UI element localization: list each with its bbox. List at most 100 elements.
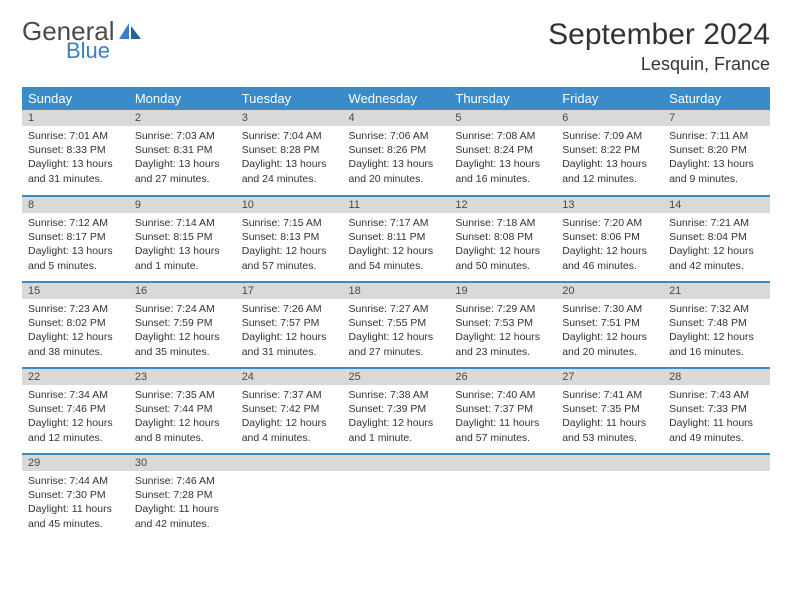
sunrise-line: Sunrise: 7:37 AM — [242, 388, 337, 402]
sunrise-line: Sunrise: 7:40 AM — [455, 388, 550, 402]
day-number: 17 — [236, 283, 343, 299]
calendar-day-cell: 18Sunrise: 7:27 AMSunset: 7:55 PMDayligh… — [343, 282, 450, 368]
sunrise-line: Sunrise: 7:09 AM — [562, 129, 657, 143]
day-details: Sunrise: 7:21 AMSunset: 8:04 PMDaylight:… — [663, 213, 770, 277]
empty-day-bar — [343, 455, 450, 471]
calendar-day-cell: 2Sunrise: 7:03 AMSunset: 8:31 PMDaylight… — [129, 110, 236, 196]
sunset-line: Sunset: 8:08 PM — [455, 230, 550, 244]
day-number: 25 — [343, 369, 450, 385]
daylight-line: Daylight: 12 hours and 46 minutes. — [562, 244, 657, 272]
sunrise-line: Sunrise: 7:04 AM — [242, 129, 337, 143]
sunrise-line: Sunrise: 7:30 AM — [562, 302, 657, 316]
sunrise-line: Sunrise: 7:29 AM — [455, 302, 550, 316]
day-details: Sunrise: 7:30 AMSunset: 7:51 PMDaylight:… — [556, 299, 663, 363]
daylight-line: Daylight: 12 hours and 54 minutes. — [349, 244, 444, 272]
calendar-day-cell — [663, 454, 770, 540]
empty-day-body — [663, 471, 770, 529]
day-details: Sunrise: 7:09 AMSunset: 8:22 PMDaylight:… — [556, 126, 663, 190]
calendar-day-cell — [556, 454, 663, 540]
day-details: Sunrise: 7:01 AMSunset: 8:33 PMDaylight:… — [22, 126, 129, 190]
calendar-week-row: 15Sunrise: 7:23 AMSunset: 8:02 PMDayligh… — [22, 282, 770, 368]
day-details: Sunrise: 7:29 AMSunset: 7:53 PMDaylight:… — [449, 299, 556, 363]
sunrise-line: Sunrise: 7:26 AM — [242, 302, 337, 316]
day-details: Sunrise: 7:38 AMSunset: 7:39 PMDaylight:… — [343, 385, 450, 449]
sunrise-line: Sunrise: 7:20 AM — [562, 216, 657, 230]
calendar-day-cell — [236, 454, 343, 540]
daylight-line: Daylight: 11 hours and 42 minutes. — [135, 502, 230, 530]
calendar-day-cell: 14Sunrise: 7:21 AMSunset: 8:04 PMDayligh… — [663, 196, 770, 282]
daylight-line: Daylight: 11 hours and 53 minutes. — [562, 416, 657, 444]
day-number: 4 — [343, 110, 450, 126]
calendar-day-cell: 24Sunrise: 7:37 AMSunset: 7:42 PMDayligh… — [236, 368, 343, 454]
sunset-line: Sunset: 8:33 PM — [28, 143, 123, 157]
sunset-line: Sunset: 8:24 PM — [455, 143, 550, 157]
calendar-day-cell: 17Sunrise: 7:26 AMSunset: 7:57 PMDayligh… — [236, 282, 343, 368]
day-number: 26 — [449, 369, 556, 385]
day-number: 5 — [449, 110, 556, 126]
day-details: Sunrise: 7:08 AMSunset: 8:24 PMDaylight:… — [449, 126, 556, 190]
day-number: 8 — [22, 197, 129, 213]
calendar-day-cell: 20Sunrise: 7:30 AMSunset: 7:51 PMDayligh… — [556, 282, 663, 368]
calendar-day-cell: 29Sunrise: 7:44 AMSunset: 7:30 PMDayligh… — [22, 454, 129, 540]
day-details: Sunrise: 7:35 AMSunset: 7:44 PMDaylight:… — [129, 385, 236, 449]
brand-logo: General Blue — [22, 18, 141, 62]
day-number: 19 — [449, 283, 556, 299]
location-label: Lesquin, France — [548, 54, 770, 75]
weekday-header: Thursday — [449, 87, 556, 110]
day-number: 10 — [236, 197, 343, 213]
calendar-day-cell: 25Sunrise: 7:38 AMSunset: 7:39 PMDayligh… — [343, 368, 450, 454]
calendar-week-row: 22Sunrise: 7:34 AMSunset: 7:46 PMDayligh… — [22, 368, 770, 454]
sunrise-line: Sunrise: 7:18 AM — [455, 216, 550, 230]
weekday-header: Wednesday — [343, 87, 450, 110]
sunset-line: Sunset: 8:02 PM — [28, 316, 123, 330]
daylight-line: Daylight: 12 hours and 8 minutes. — [135, 416, 230, 444]
day-number: 16 — [129, 283, 236, 299]
sunset-line: Sunset: 8:17 PM — [28, 230, 123, 244]
brand-word-2: Blue — [66, 40, 141, 62]
sunrise-line: Sunrise: 7:34 AM — [28, 388, 123, 402]
day-details: Sunrise: 7:43 AMSunset: 7:33 PMDaylight:… — [663, 385, 770, 449]
daylight-line: Daylight: 12 hours and 35 minutes. — [135, 330, 230, 358]
calendar-day-cell: 12Sunrise: 7:18 AMSunset: 8:08 PMDayligh… — [449, 196, 556, 282]
day-number: 14 — [663, 197, 770, 213]
day-number: 13 — [556, 197, 663, 213]
day-number: 7 — [663, 110, 770, 126]
day-details: Sunrise: 7:26 AMSunset: 7:57 PMDaylight:… — [236, 299, 343, 363]
sunset-line: Sunset: 7:42 PM — [242, 402, 337, 416]
sunset-line: Sunset: 7:35 PM — [562, 402, 657, 416]
empty-day-bar — [663, 455, 770, 471]
calendar-day-cell: 1Sunrise: 7:01 AMSunset: 8:33 PMDaylight… — [22, 110, 129, 196]
day-details: Sunrise: 7:23 AMSunset: 8:02 PMDaylight:… — [22, 299, 129, 363]
daylight-line: Daylight: 12 hours and 12 minutes. — [28, 416, 123, 444]
calendar-day-cell: 16Sunrise: 7:24 AMSunset: 7:59 PMDayligh… — [129, 282, 236, 368]
empty-day-bar — [449, 455, 556, 471]
calendar-day-cell: 6Sunrise: 7:09 AMSunset: 8:22 PMDaylight… — [556, 110, 663, 196]
day-number: 3 — [236, 110, 343, 126]
day-number: 15 — [22, 283, 129, 299]
calendar-day-cell: 15Sunrise: 7:23 AMSunset: 8:02 PMDayligh… — [22, 282, 129, 368]
sunset-line: Sunset: 8:15 PM — [135, 230, 230, 244]
calendar-day-cell: 4Sunrise: 7:06 AMSunset: 8:26 PMDaylight… — [343, 110, 450, 196]
calendar-day-cell: 9Sunrise: 7:14 AMSunset: 8:15 PMDaylight… — [129, 196, 236, 282]
sunset-line: Sunset: 7:46 PM — [28, 402, 123, 416]
sunrise-line: Sunrise: 7:38 AM — [349, 388, 444, 402]
sunset-line: Sunset: 8:11 PM — [349, 230, 444, 244]
day-number: 20 — [556, 283, 663, 299]
daylight-line: Daylight: 13 hours and 1 minute. — [135, 244, 230, 272]
day-number: 28 — [663, 369, 770, 385]
daylight-line: Daylight: 12 hours and 4 minutes. — [242, 416, 337, 444]
daylight-line: Daylight: 13 hours and 9 minutes. — [669, 157, 764, 185]
sunset-line: Sunset: 8:13 PM — [242, 230, 337, 244]
day-details: Sunrise: 7:03 AMSunset: 8:31 PMDaylight:… — [129, 126, 236, 190]
calendar-week-row: 8Sunrise: 7:12 AMSunset: 8:17 PMDaylight… — [22, 196, 770, 282]
day-number: 22 — [22, 369, 129, 385]
sunset-line: Sunset: 7:59 PM — [135, 316, 230, 330]
weekday-header: Monday — [129, 87, 236, 110]
weekday-header-row: SundayMondayTuesdayWednesdayThursdayFrid… — [22, 87, 770, 110]
sunset-line: Sunset: 8:31 PM — [135, 143, 230, 157]
sunset-line: Sunset: 7:44 PM — [135, 402, 230, 416]
calendar-day-cell: 10Sunrise: 7:15 AMSunset: 8:13 PMDayligh… — [236, 196, 343, 282]
daylight-line: Daylight: 12 hours and 57 minutes. — [242, 244, 337, 272]
sunrise-line: Sunrise: 7:06 AM — [349, 129, 444, 143]
empty-day-body — [556, 471, 663, 529]
